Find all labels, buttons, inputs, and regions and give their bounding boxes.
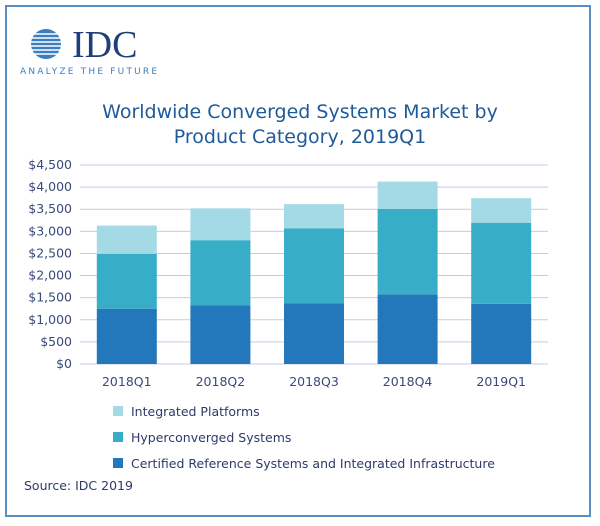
bar-segment — [377, 181, 438, 210]
y-tick-label: $1,000 — [28, 312, 72, 327]
bar-segment — [471, 222, 532, 304]
chart-title-line2: Product Category, 2019Q1 — [174, 126, 426, 148]
y-tick-label: $3,500 — [28, 201, 72, 216]
bar-segment — [190, 208, 251, 241]
legend-swatch — [113, 406, 123, 416]
bar-segment — [377, 294, 438, 364]
legend-swatch — [113, 458, 123, 468]
bar-segment — [96, 308, 157, 364]
bar-segment — [284, 303, 344, 364]
y-tick-label: $500 — [40, 334, 72, 349]
bar-segment — [284, 228, 344, 304]
y-tick-label: $0 — [56, 356, 72, 371]
y-tick-label: $4,000 — [28, 179, 72, 194]
logo-text: IDC — [72, 24, 137, 66]
y-tick-label: $4,500 — [28, 157, 72, 172]
legend-swatch — [113, 432, 123, 442]
legend-label: Integrated Platforms — [131, 404, 260, 419]
chart-title-line1: Worldwide Converged Systems Market by — [102, 101, 498, 123]
source-note: Source: IDC 2019 — [24, 478, 133, 493]
bar-segment — [471, 198, 532, 223]
x-tick-label: 2019Q1 — [476, 374, 526, 389]
y-tick-label: $2,500 — [28, 245, 72, 260]
legend-label: Hyperconverged Systems — [131, 430, 291, 445]
bar-segment — [96, 225, 157, 254]
bar-segment — [377, 209, 438, 295]
bar-segment — [190, 305, 251, 364]
y-tick-label: $3,000 — [28, 223, 72, 238]
y-tick-label: $2,000 — [28, 268, 72, 283]
x-tick-label: 2018Q3 — [289, 374, 339, 389]
logo-tagline: ANALYZE THE FUTURE — [20, 67, 159, 77]
y-tick-label: $1,500 — [28, 290, 72, 305]
idc-logo: IDC ANALYZE THE FUTURE — [20, 24, 159, 77]
bar-segment — [284, 204, 344, 229]
x-tick-label: 2018Q2 — [196, 374, 246, 389]
bar-segment — [96, 253, 157, 309]
x-tick-label: 2018Q4 — [383, 374, 433, 389]
x-tick-label: 2018Q1 — [102, 374, 152, 389]
legend-label: Certified Reference Systems and Integrat… — [131, 456, 495, 471]
bar-segment — [471, 303, 532, 364]
bar-segment — [190, 240, 251, 306]
